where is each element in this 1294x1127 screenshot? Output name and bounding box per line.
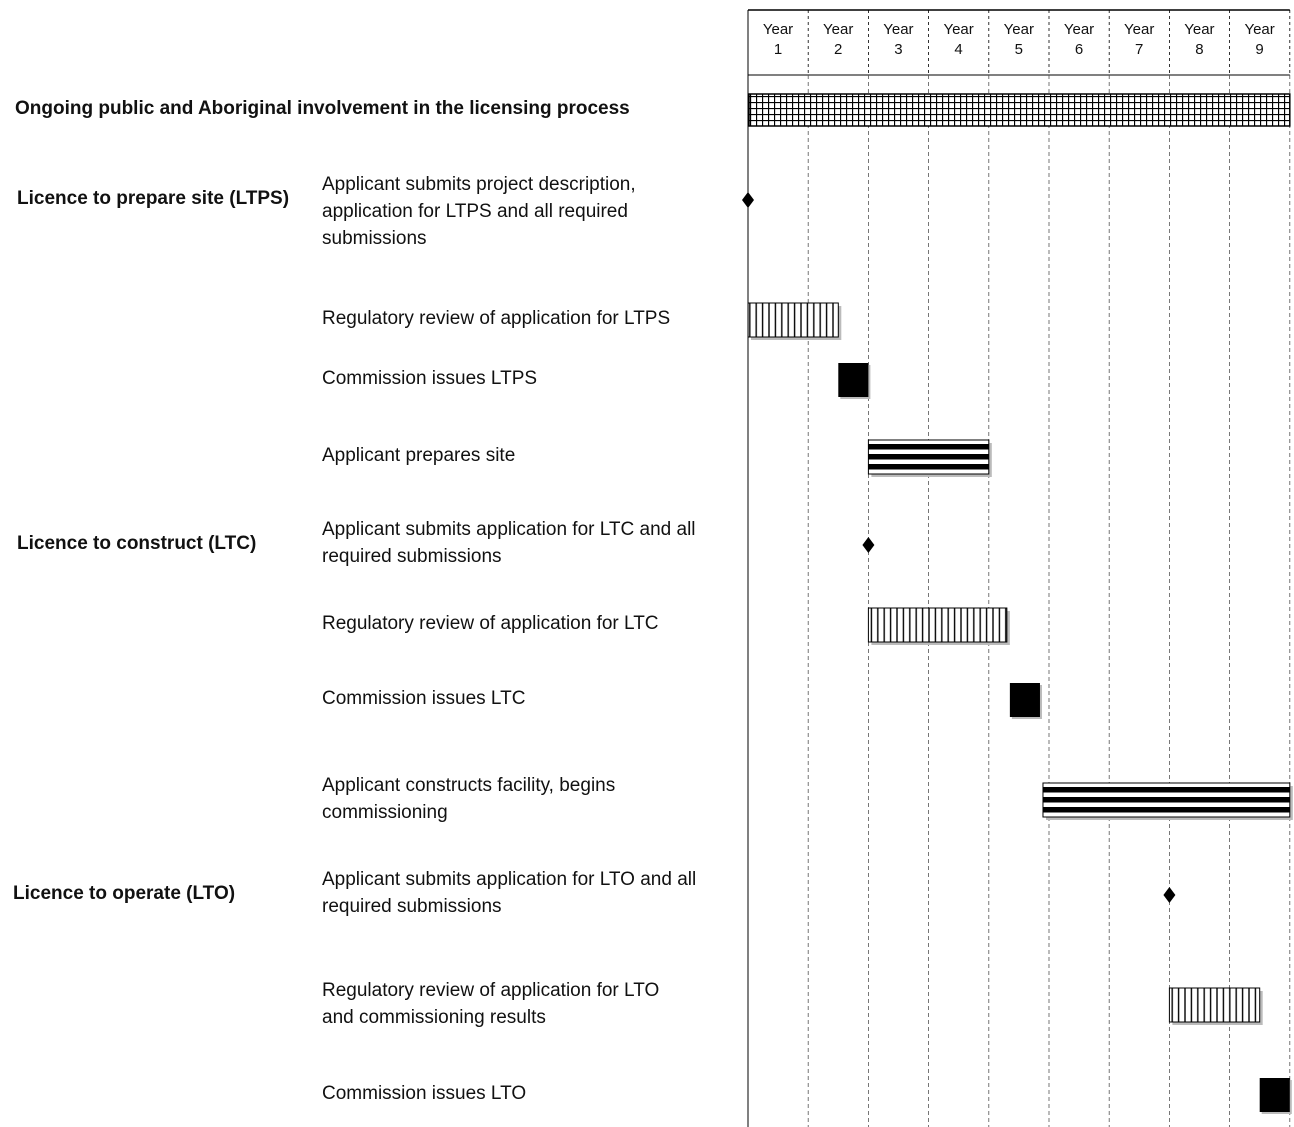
milestone-diamond: [742, 192, 754, 208]
year-header-1: Year 1: [748, 20, 808, 61]
year-label-word: Year: [883, 21, 914, 38]
section-label: Licence to prepare site (LTPS): [17, 188, 290, 209]
work-bar-stripe: [1042, 787, 1290, 793]
work-bar-stripe: [868, 454, 989, 460]
work-bar-stripe: [1042, 797, 1290, 803]
year-header-3: Year 3: [868, 20, 928, 61]
section-label: Licence to construct (LTC): [17, 533, 257, 554]
year-label-word: Year: [1244, 21, 1275, 38]
year-label-number: 6: [1074, 41, 1084, 59]
year-label-number: 8: [1195, 41, 1204, 59]
section-label: Licence to operate (LTO): [13, 883, 236, 904]
year-label-word: Year: [1184, 21, 1215, 38]
task-label: Commission issues LTO: [322, 1083, 527, 1104]
year-label-number: 2: [834, 41, 843, 59]
task-label: Applicant prepares site: [322, 445, 516, 466]
commission-issue-bar: [1259, 1078, 1290, 1112]
task-label: required submissions: [322, 546, 502, 567]
year-label-number: 9: [1255, 41, 1264, 59]
task-label: Regulatory review of application for LTP…: [322, 308, 671, 329]
task-label: Applicant submits application for LTO an…: [322, 869, 697, 890]
year-label-word: Year: [823, 21, 854, 38]
task-label: submissions: [322, 228, 427, 249]
year-header-7: Year 7: [1109, 20, 1169, 61]
year-header-4: Year 4: [929, 20, 989, 61]
ongoing-involvement-bar: [748, 93, 1291, 127]
task-label: Commission issues LTC: [322, 688, 526, 709]
year-label-word: Year: [1063, 21, 1095, 38]
year-label-number: 1: [773, 41, 783, 59]
commission-issue-bar: [838, 363, 869, 397]
year-label-number: 7: [1135, 41, 1144, 59]
task-label: required submissions: [322, 896, 502, 917]
task-label: Applicant constructs facility, begins: [322, 774, 616, 796]
year-label-word: Year: [1003, 21, 1034, 38]
year-header-6: Year 6: [1049, 20, 1109, 61]
year-label-word: Year: [943, 21, 974, 38]
year-label-number: 3: [894, 41, 903, 59]
year-header-5: Year 5: [989, 20, 1049, 61]
task-label: commissioning: [322, 801, 448, 823]
task-label: Applicant submits project description,: [322, 174, 636, 195]
regulatory-review-bar: [1168, 987, 1261, 1023]
task-label: Regulatory review of application for LTC: [322, 613, 659, 634]
work-bar-stripe: [868, 464, 989, 470]
milestone-diamond: [1163, 887, 1176, 903]
year-label-word: Year: [762, 21, 794, 38]
task-label: Commission issues LTPS: [322, 368, 538, 389]
commission-issue-bar: [1009, 683, 1040, 717]
section-label: Ongoing public and Aboriginal involvemen…: [15, 98, 630, 119]
task-label: and commissioning results: [322, 1006, 546, 1028]
year-label-number: 5: [1014, 41, 1023, 59]
task-label: application for LTPS and all required: [322, 201, 628, 222]
regulatory-review-bar: [867, 607, 1008, 643]
work-bar-stripe: [868, 444, 989, 450]
year-header-2: Year 2: [808, 20, 868, 61]
year-label-number: 4: [954, 41, 963, 59]
year-header-8: Year 8: [1169, 20, 1229, 61]
year-label-word: Year: [1124, 21, 1155, 38]
work-bar-stripe: [1042, 807, 1290, 813]
regulatory-review-bar: [747, 302, 839, 338]
year-header-9: Year 9: [1230, 20, 1290, 61]
task-label: Applicant submits application for LTC an…: [322, 519, 696, 540]
task-label: Regulatory review of application for LTO: [322, 979, 660, 1001]
milestone-diamond: [862, 537, 875, 553]
